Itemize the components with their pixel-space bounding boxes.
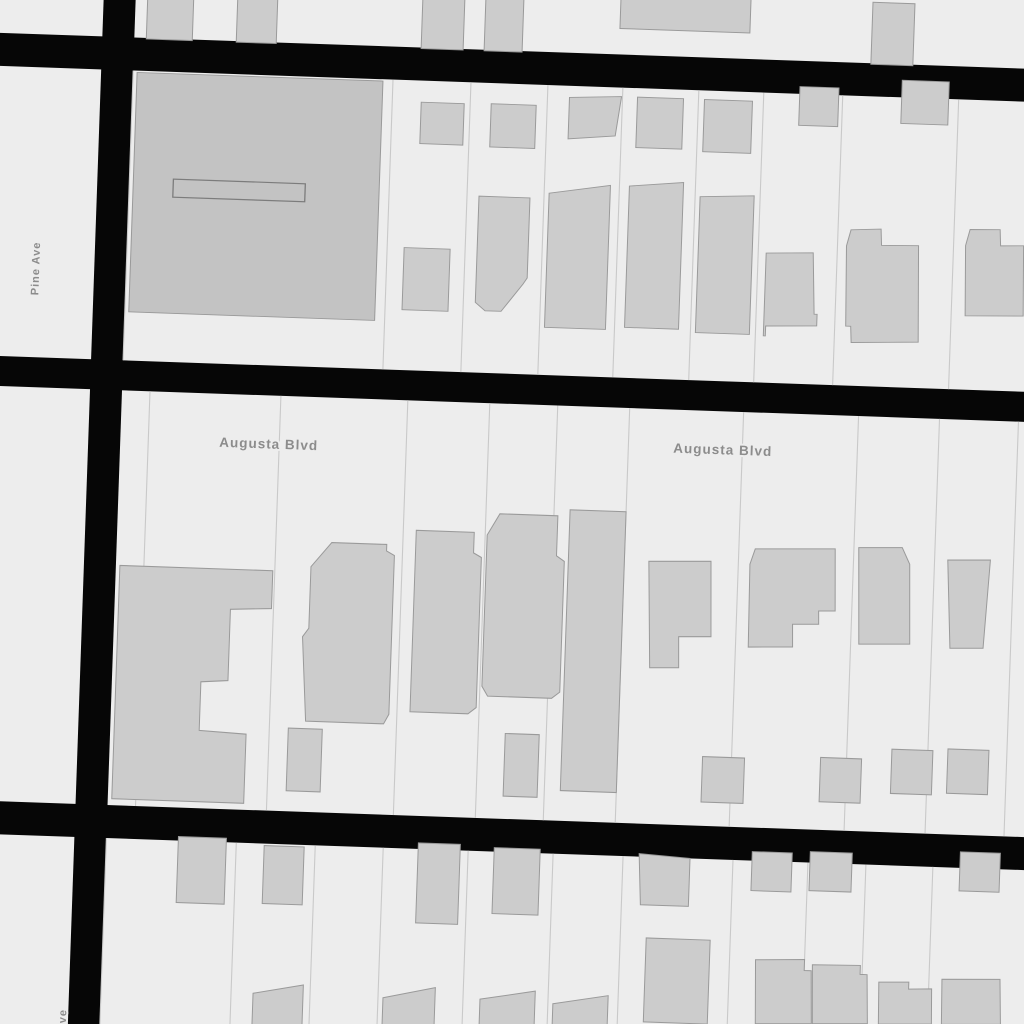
svg-text:Pine Ave: Pine Ave — [29, 241, 43, 295]
svg-text:Pine Ave: Pine Ave — [56, 1009, 70, 1024]
